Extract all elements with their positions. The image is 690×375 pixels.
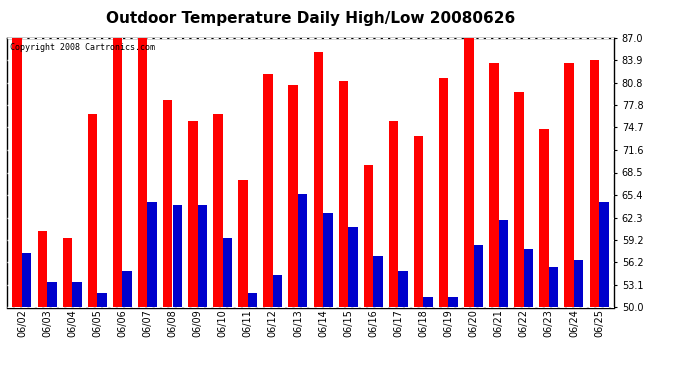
Bar	[499, 220, 509, 308]
Bar	[448, 297, 458, 307]
Bar	[213, 114, 223, 308]
Bar	[22, 253, 32, 308]
Text: Outdoor Temperature Daily High/Low 20080626: Outdoor Temperature Daily High/Low 20080…	[106, 11, 515, 26]
Bar	[148, 202, 157, 308]
Bar	[37, 231, 47, 308]
Bar	[273, 274, 282, 308]
Bar	[97, 293, 107, 308]
Bar	[424, 297, 433, 307]
Bar	[323, 213, 333, 308]
Bar	[549, 267, 558, 308]
Bar	[112, 38, 122, 308]
Bar	[288, 85, 298, 308]
Bar	[398, 271, 408, 308]
Bar	[514, 92, 524, 308]
Bar	[574, 260, 584, 308]
Bar	[122, 271, 132, 308]
Bar	[313, 52, 323, 308]
Bar	[238, 180, 248, 308]
Bar	[439, 78, 449, 308]
Bar	[540, 129, 549, 308]
Bar	[464, 38, 473, 308]
Bar	[524, 249, 533, 308]
Bar	[348, 227, 357, 308]
Bar	[589, 60, 599, 308]
Bar	[47, 282, 57, 308]
Bar	[248, 293, 257, 308]
Bar	[599, 202, 609, 308]
Bar	[188, 122, 197, 308]
Bar	[72, 282, 81, 308]
Text: Copyright 2008 Cartronics.com: Copyright 2008 Cartronics.com	[10, 43, 155, 52]
Bar	[163, 99, 172, 308]
Bar	[298, 194, 308, 308]
Bar	[473, 246, 483, 308]
Bar	[88, 114, 97, 308]
Bar	[414, 136, 424, 308]
Bar	[63, 238, 72, 308]
Bar	[197, 206, 207, 308]
Bar	[388, 122, 398, 308]
Bar	[223, 238, 233, 308]
Bar	[564, 63, 574, 308]
Bar	[364, 165, 373, 308]
Bar	[12, 38, 22, 308]
Bar	[489, 63, 499, 308]
Bar	[264, 74, 273, 308]
Bar	[138, 38, 148, 308]
Bar	[172, 206, 182, 308]
Bar	[339, 81, 348, 308]
Bar	[373, 256, 383, 307]
